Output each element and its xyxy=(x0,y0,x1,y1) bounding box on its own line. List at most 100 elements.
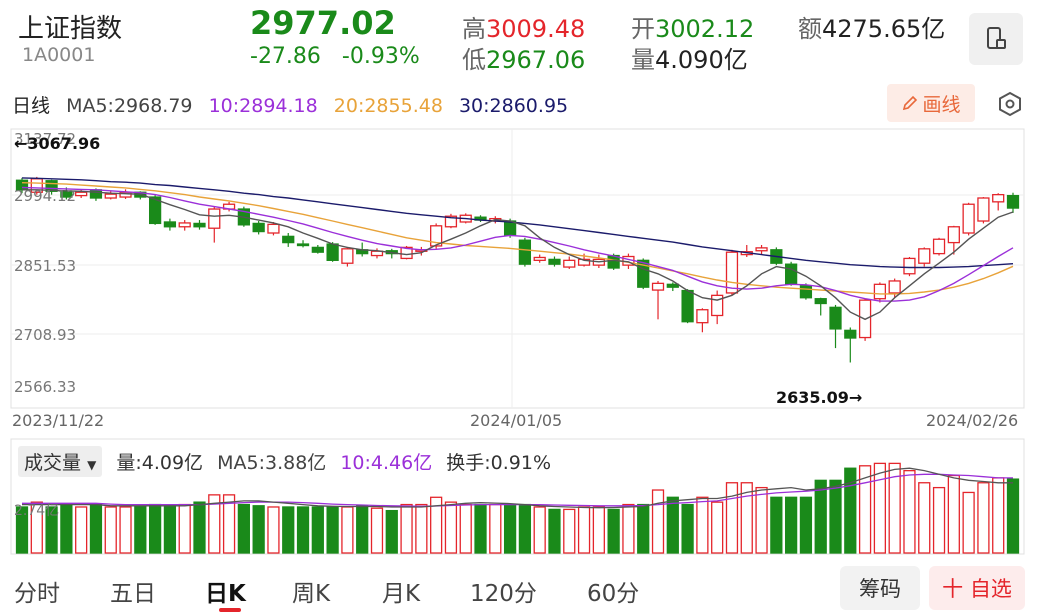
open-value: 3002.12 xyxy=(655,15,755,43)
volume-bar xyxy=(444,501,458,554)
volume-bar xyxy=(193,501,206,554)
ma5-label: MA5:2968.79 xyxy=(66,95,193,117)
volume-bar xyxy=(903,469,916,554)
candle-body xyxy=(932,238,946,255)
candle-body xyxy=(711,294,724,317)
add-favorite-button[interactable]: 十 自选 xyxy=(929,566,1025,610)
candle-body xyxy=(918,248,931,264)
max-price-marker: ←3067.96 xyxy=(14,134,100,153)
candle-body xyxy=(977,197,990,222)
axis-top-label: 3137.72 xyxy=(14,130,76,148)
axis-label-2: 2851.53 xyxy=(14,257,76,275)
axis-label-1: 2994.12 xyxy=(14,187,76,205)
volume-bar xyxy=(60,503,73,554)
candle-body xyxy=(888,280,901,294)
volume-bar xyxy=(134,506,147,554)
volume-bar xyxy=(119,506,132,554)
chips-button[interactable]: 筹码 xyxy=(840,566,920,610)
tab-2[interactable]: 日K xyxy=(205,581,246,607)
tab-0[interactable]: 分时 xyxy=(14,581,60,607)
candle-body xyxy=(148,196,162,225)
tab-5[interactable]: 120分 xyxy=(470,581,537,607)
amount-label: 额 xyxy=(798,15,822,43)
volume-bar xyxy=(548,508,561,554)
ma5-line xyxy=(22,189,1014,321)
volume-bar xyxy=(282,506,295,554)
volume-bar xyxy=(474,503,487,554)
candle-body xyxy=(681,289,694,323)
candle-body xyxy=(533,256,546,261)
axis-label-4: 2566.33 xyxy=(14,378,76,396)
volume-bar xyxy=(533,506,546,554)
volume-bar xyxy=(755,486,768,554)
volume-bar xyxy=(577,506,591,554)
volume-chart[interactable]: 2.74亿 xyxy=(0,438,1040,556)
volume-bar xyxy=(400,503,413,554)
candle-body xyxy=(577,258,591,266)
last-price: 2977.02 xyxy=(250,4,396,42)
candle-body xyxy=(252,222,265,233)
volume-bar xyxy=(622,503,635,554)
volume-bar xyxy=(711,501,724,554)
candle-body xyxy=(696,309,709,324)
vol-ma5-line xyxy=(22,467,1013,509)
candle-body xyxy=(814,298,827,305)
volume-label: 量 xyxy=(631,46,655,74)
tab-3[interactable]: 周K xyxy=(292,581,331,607)
chart-frame xyxy=(10,128,1025,409)
candle-body xyxy=(518,239,532,265)
volume-bar xyxy=(592,506,605,554)
tab-1[interactable]: 五日 xyxy=(110,581,156,607)
volume-bar xyxy=(15,506,29,554)
candle-body xyxy=(503,220,517,237)
volume-bar xyxy=(356,505,369,554)
candle-body xyxy=(962,203,975,234)
volume-bar xyxy=(637,503,650,554)
change-percent: -0.93% xyxy=(341,44,420,69)
candle-body xyxy=(785,263,798,285)
date-mid: 2024/01/05 xyxy=(470,411,562,430)
indicator-select[interactable]: 成交量 ▼ xyxy=(18,446,103,477)
low-value: 2967.06 xyxy=(486,46,586,74)
draw-line-button[interactable]: 画线 xyxy=(887,84,975,122)
landscape-toggle-button[interactable] xyxy=(969,13,1023,65)
candlestick-chart[interactable]: 3137.72 2994.12 2851.53 2708.93 2566.33 … xyxy=(0,128,1040,432)
ma10-label: 10:2894.18 xyxy=(208,95,318,117)
candle-body xyxy=(75,191,88,197)
volume-bar xyxy=(888,462,901,554)
tab-6[interactable]: 60分 xyxy=(587,581,640,607)
change-value: -27.86 xyxy=(250,44,321,69)
candle-body xyxy=(282,235,295,244)
candle-body xyxy=(45,180,58,192)
candle-body xyxy=(208,208,221,229)
volume-bar xyxy=(311,506,324,554)
low-label: 低 xyxy=(462,46,486,74)
price-change: -27.86 -0.93% xyxy=(250,44,420,69)
candle-body xyxy=(873,283,887,300)
candle-body xyxy=(1006,194,1020,209)
volume-bar xyxy=(30,501,43,554)
volume-bar xyxy=(873,462,887,554)
candle-body xyxy=(903,257,916,275)
volume-bar xyxy=(296,506,310,554)
volume-bar xyxy=(563,508,576,554)
candle-body xyxy=(400,246,413,260)
tab-4[interactable]: 月K xyxy=(382,581,421,607)
settings-icon[interactable] xyxy=(996,90,1024,118)
candle-body xyxy=(844,329,857,339)
volume-bar xyxy=(1006,478,1020,554)
candle-body xyxy=(992,193,1005,203)
volume-bar xyxy=(799,496,813,554)
candle-body xyxy=(326,243,339,261)
volume-bar xyxy=(415,503,428,554)
candle-body xyxy=(563,259,576,268)
volume-bar xyxy=(844,467,857,554)
volume-bar xyxy=(829,479,842,554)
volume-bar xyxy=(503,503,517,554)
amount-stat: 额4275.65亿 xyxy=(798,9,945,44)
candle-body xyxy=(637,259,650,288)
volume-bar xyxy=(696,496,709,554)
volume-bar xyxy=(607,508,620,554)
volume-bar xyxy=(681,503,694,554)
ma10-line xyxy=(21,186,1014,302)
